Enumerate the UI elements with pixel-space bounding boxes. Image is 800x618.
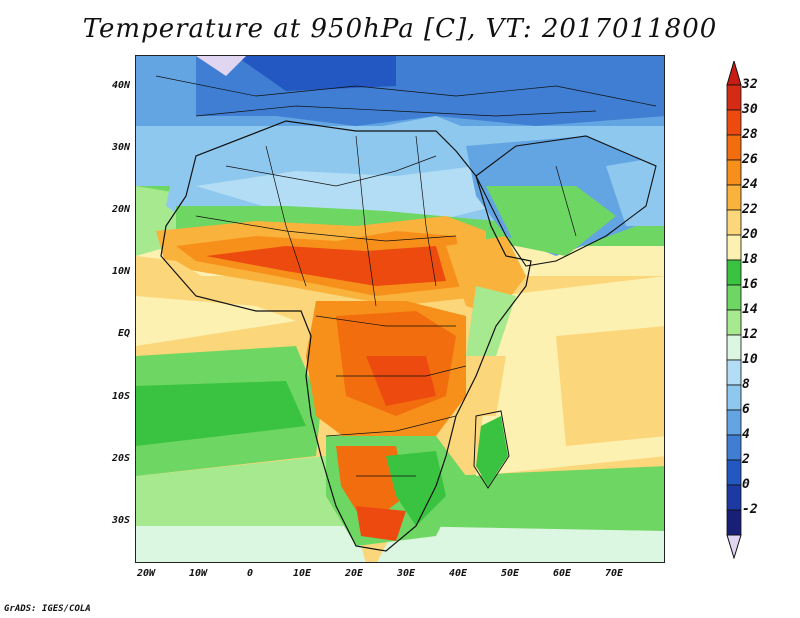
colorbar-label: 32 bbox=[742, 77, 758, 92]
madagascar-coastline bbox=[473, 410, 510, 489]
colorbar-cell bbox=[726, 509, 742, 536]
colorbar-cell bbox=[726, 409, 742, 436]
credit-text: GrADS: IGES/COLA bbox=[4, 604, 91, 614]
arabia-coastline bbox=[475, 135, 657, 267]
lon-label: 10E bbox=[292, 568, 312, 579]
colorbar-cells bbox=[726, 84, 742, 536]
lon-label: 10W bbox=[188, 568, 208, 579]
colorbar-cell bbox=[726, 284, 742, 311]
colorbar-label: -2 bbox=[742, 502, 758, 517]
lon-label: 50E bbox=[500, 568, 520, 579]
colorbar-label: 4 bbox=[742, 427, 750, 442]
colorbar-cell bbox=[726, 134, 742, 161]
colorbar-label: 8 bbox=[742, 377, 750, 392]
colorbar-cell bbox=[726, 459, 742, 486]
colorbar-label: 14 bbox=[742, 302, 758, 317]
africa-coastline bbox=[160, 120, 532, 552]
plot-title: Temperature at 950hPa [C], VT: 201701180… bbox=[82, 14, 718, 44]
colorbar-cell bbox=[726, 259, 742, 286]
colorbar-cell bbox=[726, 384, 742, 411]
colorbar-label: 22 bbox=[742, 202, 758, 217]
colorbar-label: 26 bbox=[742, 152, 758, 167]
colorbar-cell bbox=[726, 434, 742, 461]
colorbar-label: 10 bbox=[742, 352, 758, 367]
colorbar bbox=[726, 61, 742, 559]
lon-label: 0 bbox=[246, 568, 254, 579]
colorbar-label: 0 bbox=[742, 477, 750, 492]
lat-label: 10S bbox=[111, 391, 130, 402]
colorbar-cell bbox=[726, 159, 742, 186]
lat-label: 40N bbox=[111, 80, 130, 91]
lat-label: 10N bbox=[111, 266, 130, 277]
map-canvas bbox=[136, 56, 664, 562]
colorbar-label: 6 bbox=[742, 402, 750, 417]
colorbar-cell bbox=[726, 209, 742, 236]
lon-label: 20E bbox=[344, 568, 364, 579]
lat-label: EQ bbox=[117, 328, 130, 339]
lat-label: 30N bbox=[111, 142, 130, 153]
colorbar-high-arrow bbox=[726, 61, 742, 86]
lon-label: 40E bbox=[448, 568, 468, 579]
lon-label: 30E bbox=[396, 568, 416, 579]
lon-label: 20W bbox=[136, 568, 156, 579]
lat-label: 20S bbox=[111, 453, 130, 464]
colorbar-cell bbox=[726, 334, 742, 361]
lat-label: 30S bbox=[111, 515, 130, 526]
colorbar-cell bbox=[726, 309, 742, 336]
colorbar-cell bbox=[726, 84, 742, 111]
lon-label: 60E bbox=[552, 568, 572, 579]
temperature-map[interactable] bbox=[135, 55, 665, 563]
colorbar-label: 16 bbox=[742, 277, 758, 292]
colorbar-label: 30 bbox=[742, 102, 758, 117]
colorbar-cell bbox=[726, 184, 742, 211]
colorbar-cell bbox=[726, 234, 742, 261]
colorbar-label: 2 bbox=[742, 452, 750, 467]
colorbar-label: 12 bbox=[742, 327, 758, 342]
country-borders bbox=[155, 75, 657, 477]
colorbar-label: 24 bbox=[742, 177, 758, 192]
colorbar-label: 28 bbox=[742, 127, 758, 142]
colorbar-label: 18 bbox=[742, 252, 758, 267]
colorbar-low-arrow bbox=[726, 534, 742, 559]
colorbar-label: 20 bbox=[742, 227, 758, 242]
madagascar bbox=[476, 416, 508, 486]
lon-label: 70E bbox=[604, 568, 624, 579]
colorbar-cell bbox=[726, 484, 742, 511]
lat-label: 20N bbox=[111, 204, 130, 215]
colorbar-cell bbox=[726, 109, 742, 136]
colorbar-cell bbox=[726, 359, 742, 386]
